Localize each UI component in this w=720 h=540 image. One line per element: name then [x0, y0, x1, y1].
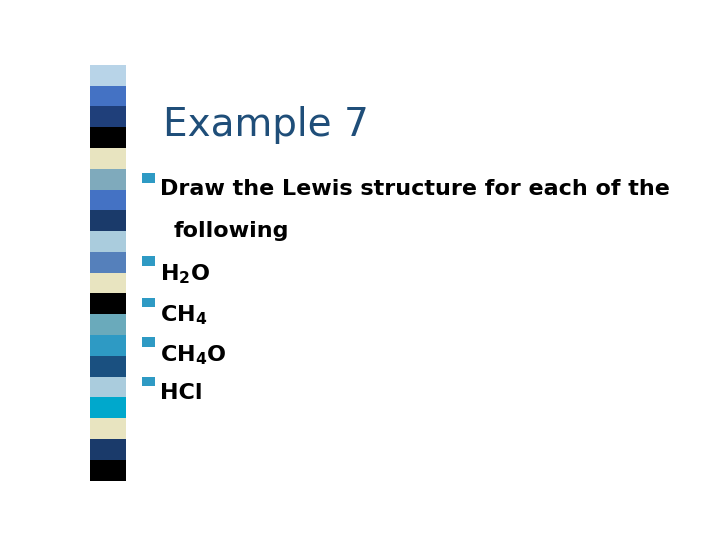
Text: $\mathregular{H_2O}$: $\mathregular{H_2O}$ — [160, 262, 210, 286]
Bar — [90, 168, 126, 190]
Bar — [90, 65, 126, 85]
Bar — [142, 377, 155, 386]
Bar — [90, 190, 126, 211]
Bar — [90, 106, 126, 127]
Bar — [90, 439, 126, 460]
Bar — [90, 335, 126, 356]
Bar — [90, 252, 126, 273]
Bar — [90, 127, 126, 148]
Bar — [90, 314, 126, 335]
Bar — [90, 210, 126, 231]
Bar — [90, 418, 126, 439]
Bar — [90, 148, 126, 168]
Text: Example 7: Example 7 — [163, 106, 369, 144]
Bar — [142, 256, 155, 266]
Bar — [142, 298, 155, 307]
Bar — [142, 337, 155, 347]
Bar — [90, 85, 126, 106]
Text: HCl: HCl — [160, 383, 202, 403]
Text: $\mathregular{CH_4O}$: $\mathregular{CH_4O}$ — [160, 343, 226, 367]
Bar — [90, 294, 126, 314]
Bar — [90, 377, 126, 397]
Bar — [90, 356, 126, 377]
Text: following: following — [174, 221, 289, 241]
Bar — [90, 460, 126, 481]
Bar — [90, 231, 126, 252]
Bar — [90, 397, 126, 418]
Bar — [142, 173, 155, 183]
Bar — [90, 273, 126, 294]
Text: $\mathregular{CH_4}$: $\mathregular{CH_4}$ — [160, 304, 207, 327]
Text: Draw the Lewis structure for each of the: Draw the Lewis structure for each of the — [160, 179, 670, 199]
